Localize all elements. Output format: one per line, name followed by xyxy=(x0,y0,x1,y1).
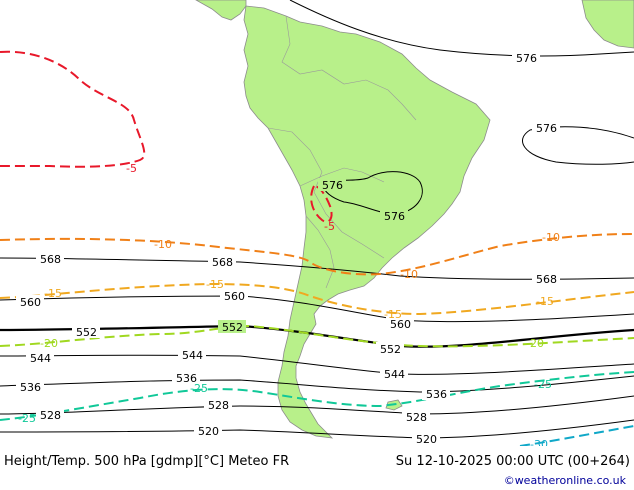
contour-576-north xyxy=(289,0,634,57)
contour-520 xyxy=(0,419,634,439)
height-label: 528 xyxy=(40,409,61,422)
height-label: 576 xyxy=(322,179,343,192)
temperature-contours xyxy=(0,50,634,447)
temp-label: -10 xyxy=(400,268,418,281)
map-title: Height/Temp. 500 hPa [gdmp][°C] Meteo FR xyxy=(4,454,290,469)
temp-label: -15 xyxy=(206,278,224,291)
height-label: 560 xyxy=(224,290,245,303)
height-label: 576 xyxy=(516,52,537,65)
height-labels: 576 576 576 576 568 568 568 560 560 560 … xyxy=(16,51,560,446)
temp-label: -5 xyxy=(324,220,335,233)
height-label: 528 xyxy=(406,411,427,424)
height-label: 528 xyxy=(208,399,229,412)
isotherm-minus20 xyxy=(0,324,634,348)
temperature-labels: -5 -5 -10 -10 -10 -15 -15 -15 -15 -20 -2… xyxy=(18,162,560,451)
central-america-land xyxy=(195,0,247,21)
landmasses xyxy=(195,0,634,439)
height-label: 576 xyxy=(536,122,557,135)
isotherm-minus5-pacific xyxy=(0,50,146,168)
height-label: 536 xyxy=(20,381,41,394)
height-label: 560 xyxy=(390,318,411,331)
height-label: 568 xyxy=(40,253,61,266)
south-america-land xyxy=(243,5,491,439)
contour-576-east xyxy=(522,126,634,165)
contour-536 xyxy=(0,375,634,393)
height-label: 520 xyxy=(416,433,437,446)
height-label: 544 xyxy=(30,352,51,365)
contour-576-inner xyxy=(321,171,423,215)
temp-label: -15 xyxy=(44,287,62,300)
isotherm-minus10 xyxy=(0,233,634,276)
temp-label: -5 xyxy=(126,162,137,175)
contour-568 xyxy=(0,257,634,280)
contour-560 xyxy=(0,295,634,323)
temp-label: -10 xyxy=(154,238,172,251)
height-label: 536 xyxy=(426,388,447,401)
height-label: 520 xyxy=(198,425,219,438)
temp-label: -25 xyxy=(190,382,208,395)
isotherm-minus25 xyxy=(0,371,634,421)
isotherm-minus5-andes xyxy=(310,184,333,223)
temp-label: -20 xyxy=(40,337,58,350)
height-label: 544 xyxy=(182,349,203,362)
isotherm-minus15 xyxy=(0,282,634,316)
height-label: 536 xyxy=(176,372,197,385)
footer-bar xyxy=(0,446,634,490)
temp-label: -15 xyxy=(384,308,402,321)
temp-label: -25 xyxy=(534,378,552,391)
height-label: 568 xyxy=(212,256,233,269)
height-label: 560 xyxy=(20,296,41,309)
temp-label: -10 xyxy=(542,231,560,244)
isotherm-minus30 xyxy=(519,425,634,447)
temp-label: -25 xyxy=(18,412,36,425)
height-label: 552 xyxy=(222,321,243,334)
height-label: 552 xyxy=(76,326,97,339)
contour-528 xyxy=(0,395,634,415)
height-label: 552 xyxy=(380,343,401,356)
height-label: 568 xyxy=(536,273,557,286)
africa-land xyxy=(581,0,634,49)
height-label: 544 xyxy=(384,368,405,381)
country-borders xyxy=(267,15,417,289)
temp-label: -15 xyxy=(536,295,554,308)
temp-label: -20 xyxy=(526,337,544,350)
contour-544 xyxy=(0,354,634,375)
credit-link[interactable]: ©weatheronline.co.uk xyxy=(503,474,626,487)
valid-time: Su 12-10-2025 00:00 UTC (00+264) xyxy=(395,454,630,469)
height-label: 576 xyxy=(384,210,405,223)
